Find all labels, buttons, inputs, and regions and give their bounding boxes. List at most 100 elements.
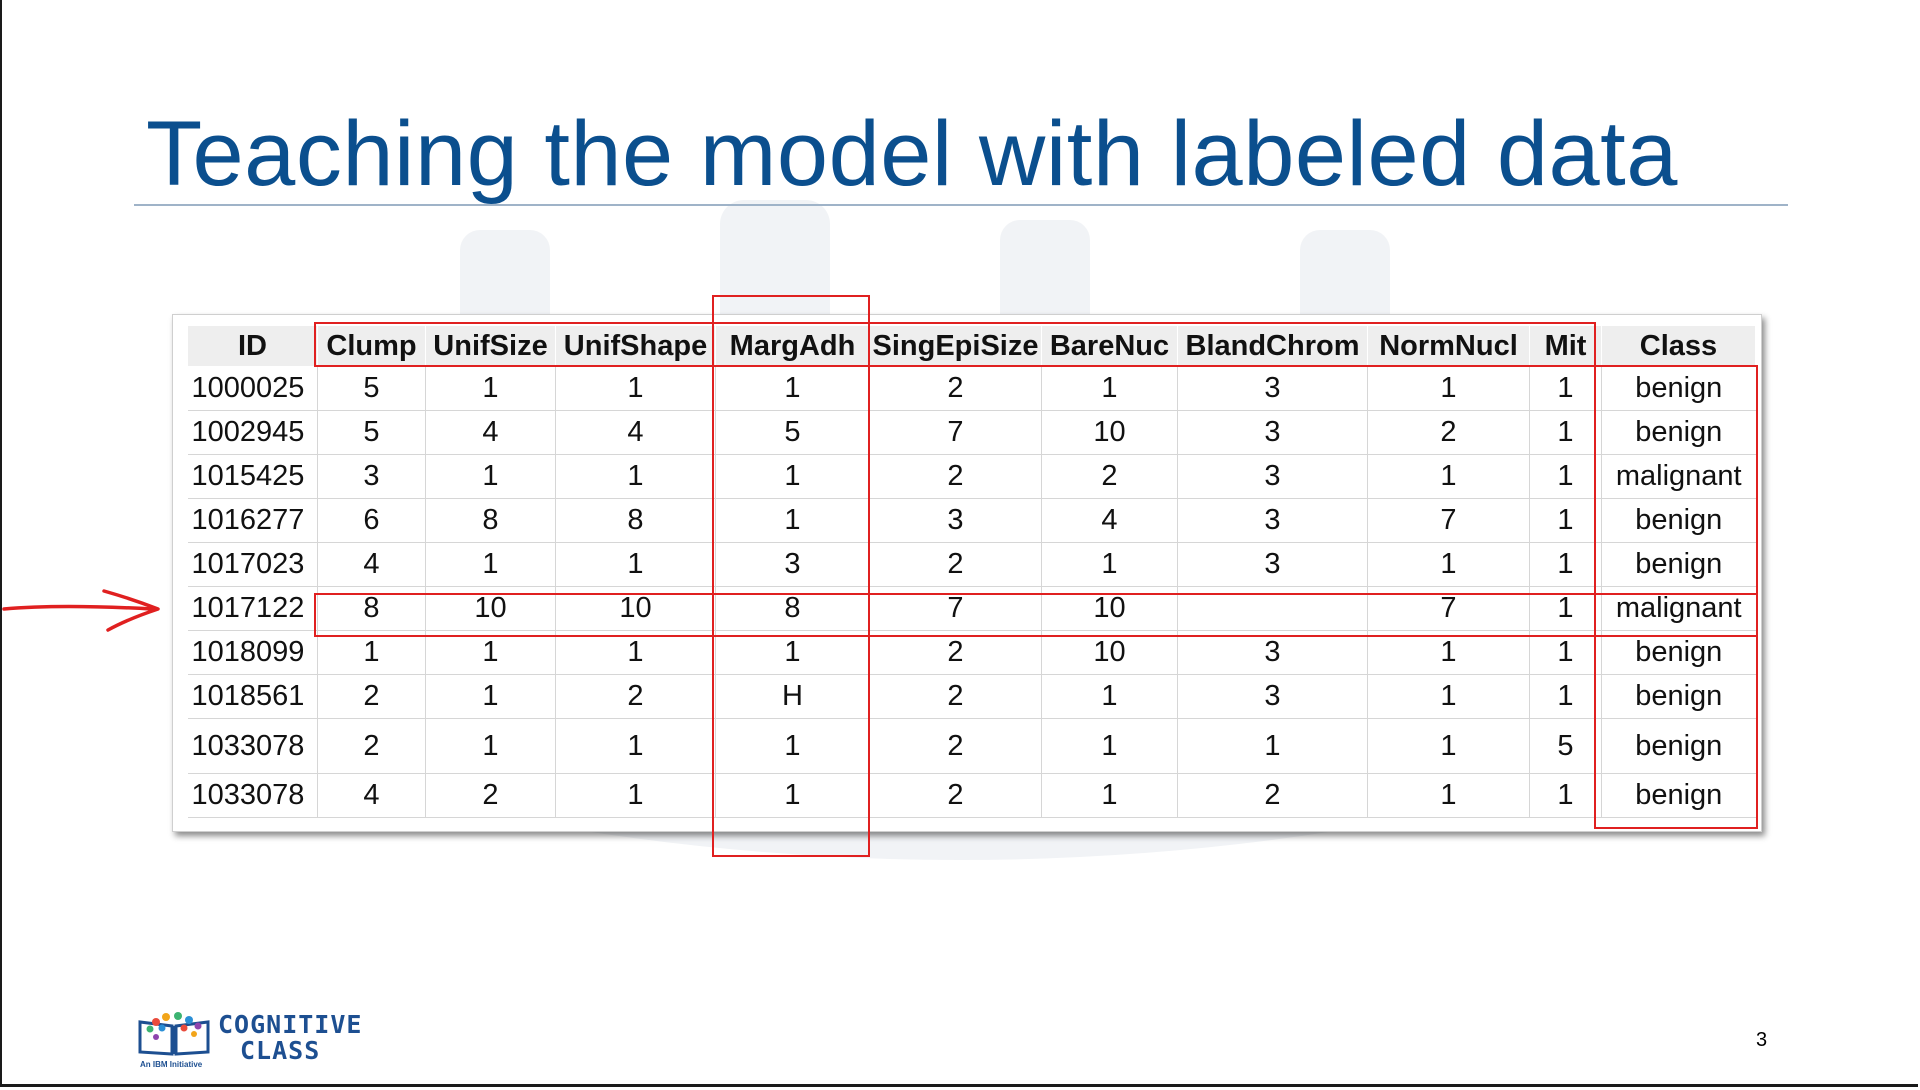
table-cell: 2 [317,718,426,774]
table-cell: benign [1601,718,1756,774]
table-cell: 1 [1041,542,1178,587]
table-cell: 4 [317,542,426,587]
table-cell: 1000025 [187,366,318,411]
table-cell: 10 [1041,410,1178,455]
book-tree-logo-icon [138,1012,210,1056]
table-cell: 1 [1529,586,1602,631]
table-cell: 1 [555,366,716,411]
table-cell: 1018561 [187,674,318,719]
table-cell: 7 [1367,586,1530,631]
table-cell: 1 [555,454,716,499]
data-table: ID Clump UnifSize UnifShape MargAdh Sing… [187,325,1756,818]
table-cell [1177,586,1368,631]
table-cell: 5 [317,410,426,455]
table-cell: 4 [317,773,426,818]
table-cell: 1 [317,630,426,675]
table-cell: 2 [1041,454,1178,499]
table-cell: 1 [1367,718,1530,774]
table-row: 1015425 3 1 1 1 2 2 3 1 1 malignant [187,454,1756,499]
table-cell: 1016277 [187,498,318,543]
table-cell: 1 [715,773,870,818]
column-header-unifshape: UnifShape [555,325,716,367]
table-cell: 1 [425,718,556,774]
table-cell: 1 [715,498,870,543]
table-cell: 1 [425,366,556,411]
column-header-class: Class [1601,325,1756,367]
table-cell: 1 [1041,366,1178,411]
table-cell: 4 [1041,498,1178,543]
table-cell: 1015425 [187,454,318,499]
table-cell: 1 [555,542,716,587]
table-cell: 8 [555,498,716,543]
table-cell: 1033078 [187,773,318,818]
logo-tagline: An IBM Initiative [140,1060,203,1069]
table-cell: 8 [715,586,870,631]
table-cell: 3 [715,542,870,587]
table-cell: 1 [1529,454,1602,499]
table-cell: 2 [869,773,1042,818]
table-cell: 7 [869,586,1042,631]
table-cell: malignant [1601,454,1756,499]
table-cell: 1 [715,366,870,411]
table-cell: 6 [317,498,426,543]
table-cell: 2 [869,630,1042,675]
slide-title: Teaching the model with labeled data [146,103,1678,205]
table-row: 1018561 2 1 2 H 2 1 3 1 1 benign [187,674,1756,719]
table-cell: 1 [425,674,556,719]
red-arrow-icon [2,589,160,632]
table-cell: 1 [555,630,716,675]
table-cell: benign [1601,542,1756,587]
table-cell: 1 [1041,773,1178,818]
table-row: 1016277 6 8 8 1 3 4 3 7 1 benign [187,498,1756,543]
table-cell: 1033078 [187,718,318,774]
table-cell: 1 [1529,674,1602,719]
table-cell: benign [1601,410,1756,455]
table-cell: 4 [425,410,556,455]
table-cell: benign [1601,630,1756,675]
table-cell: 3 [1177,454,1368,499]
table-cell: 2 [317,674,426,719]
table-header-row: ID Clump UnifSize UnifShape MargAdh Sing… [187,325,1756,367]
data-table-card: ID Clump UnifSize UnifShape MargAdh Sing… [172,314,1762,832]
column-header-mit: Mit [1529,325,1602,367]
table-cell: 2 [869,366,1042,411]
table-cell: 1 [1177,718,1368,774]
table-cell: 1 [1529,773,1602,818]
table-cell: 1017023 [187,542,318,587]
column-header-id: ID [187,325,318,367]
table-cell: 1 [1529,542,1602,587]
table-cell: 1 [425,542,556,587]
table-cell: 8 [317,586,426,631]
table-cell: benign [1601,498,1756,543]
table-row: 1033078 4 2 1 1 2 1 2 1 1 benign [187,773,1756,818]
cognitive-class-logo: COGNITIVE CLASS An IBM Initiative [136,1008,361,1070]
column-header-blandchrom: BlandChrom [1177,325,1368,367]
table-cell: 3 [1177,410,1368,455]
table-cell: 1 [715,718,870,774]
table-cell: 1002945 [187,410,318,455]
table-cell: H [715,674,870,719]
table-cell: 1 [555,718,716,774]
table-cell: 2 [1177,773,1368,818]
table-cell: 1 [715,454,870,499]
table-row: 1018099 1 1 1 1 2 10 3 1 1 benign [187,630,1756,675]
table-cell: 1 [555,773,716,818]
table-cell: 2 [425,773,556,818]
table-row: 1017023 4 1 1 3 2 1 3 1 1 benign [187,542,1756,587]
table-cell: 1 [425,630,556,675]
table-cell: 3 [1177,542,1368,587]
table-cell: 1 [1367,366,1530,411]
table-cell: benign [1601,773,1756,818]
table-cell: 5 [317,366,426,411]
table-cell: 1 [1529,366,1602,411]
table-cell: 8 [425,498,556,543]
column-header-normnucl: NormNucl [1367,325,1530,367]
table-cell: 1 [1367,773,1530,818]
table-row: 1002945 5 4 4 5 7 10 3 2 1 benign [187,410,1756,455]
column-header-margadh: MargAdh [715,325,870,367]
table-cell: 3 [1177,674,1368,719]
table-cell: 1017122 [187,586,318,631]
table-cell: 5 [715,410,870,455]
table-cell: 1 [1041,718,1178,774]
